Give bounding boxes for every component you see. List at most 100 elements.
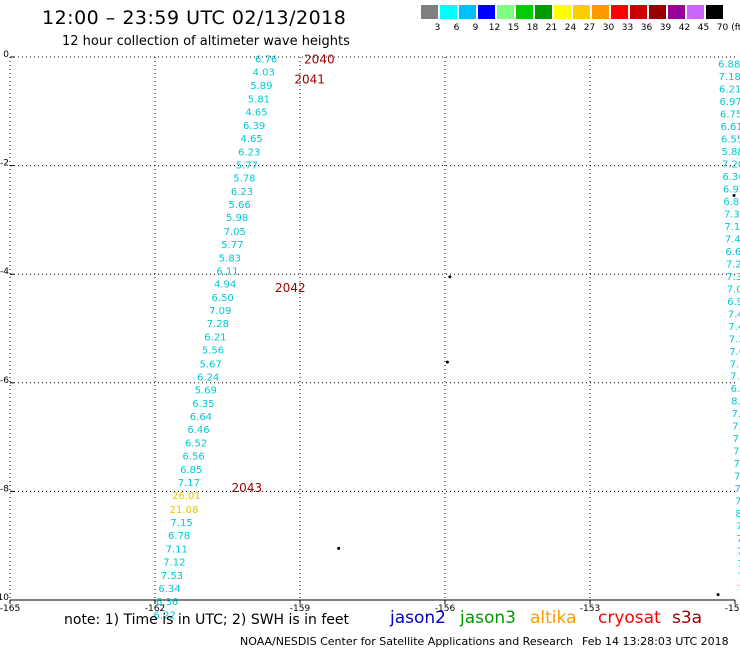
wave-height-label: 7.37 [724,209,740,220]
legend-swatch [459,5,476,19]
x-tick-label: -156 [435,604,456,614]
island-marker [732,193,736,197]
y-tick-label: -8 [0,484,9,494]
legend-label: 12 [488,23,501,33]
units-note: note: 1) Time is in UTC; 2) SWH is in fe… [64,612,350,628]
wave-height-label: 6.67 [725,247,740,258]
wave-height-label: 7.18 [719,72,740,83]
wave-height-label: 6.35 [192,399,214,410]
wave-height-label: 6.95 [727,297,740,308]
wave-height-label: 7.60 [729,347,740,358]
wave-height-label: 4.65 [245,107,267,118]
wave-height-label: 7.22 [738,572,740,583]
island-marker [337,546,341,550]
legend-unit: (ft) [731,23,740,33]
wave-height-label: 26.01 [172,491,201,502]
wave-height-label: 7.36 [729,334,740,345]
legend-label: 70 [716,23,729,33]
legend-swatch [421,5,438,19]
y-tick-label: -2 [0,159,9,169]
wave-height-label: 7.54 [736,522,740,533]
legend-swatch [668,5,685,19]
wave-height-label: 6.21 [204,333,226,344]
wave-height-label: 6.85 [731,384,740,395]
legend-label: 39 [659,23,672,33]
wave-height-label: 6.24 [197,372,219,383]
wave-height-label: 6.92 [723,184,740,195]
wave-height-label: 7.74 [738,584,740,595]
wave-height-label: 21.08 [170,505,199,516]
wave-height-label: 8.11 [735,509,740,520]
wave-height-label: 7.86 [735,497,740,508]
pass-time-label: 2043 [232,481,263,495]
wave-height-label: 4.65 [241,134,263,145]
legend-label: 24 [564,23,577,33]
legend-label: 42 [678,23,691,33]
wave-height-label: 7.39 [726,272,740,283]
wave-height-label: 6.56 [183,452,205,463]
legend-swatch [554,5,571,19]
wave-height-label: 7.88 [733,447,740,458]
wave-height-label: 5.88 [721,147,740,158]
pass-time-label: 2042 [275,281,306,295]
legend-swatch [573,5,590,19]
legend-swatch [440,5,457,19]
page-subtitle: 12 hour collection of altimeter wave hei… [62,34,350,49]
wave-height-label: 5.66 [228,200,250,211]
legend-swatch [706,5,723,19]
wave-height-label: 6.36 [722,172,740,183]
legend-label: 27 [583,23,596,33]
wave-height-label: 7.03 [727,284,740,295]
x-tick-label: -153 [580,604,600,614]
wave-height-label: 6.22 [154,611,176,622]
wave-height-label: 6.76 [255,55,277,66]
legend-swatch [535,5,552,19]
wave-height-label: 7.47 [725,234,740,245]
wave-height-label: 6.11 [216,266,238,277]
satellite-cryosat: cryosat [598,608,661,628]
wave-height-label: 6.21 [719,84,740,95]
x-tick-label: -159 [290,604,311,614]
legend-swatch [592,5,609,19]
island-marker [445,360,449,364]
y-tick-label: -4 [0,267,9,277]
x-tick-label: -165 [0,604,20,614]
satellite-altika: altika [530,608,577,628]
wave-height-label: 7.35 [732,409,740,420]
legend-swatch [630,5,647,19]
legend-label: 21 [545,23,558,33]
wave-height-label: 6.85 [180,465,202,476]
legend-label: 3 [434,23,441,33]
legend-label: 18 [526,23,539,33]
wave-height-label: 6.46 [187,425,209,436]
legend-label: 33 [621,23,634,33]
wave-height-label: 7.43 [736,534,740,545]
wave-height-label: 7.12 [163,557,185,568]
wave-height-label: 5.89 [250,81,272,92]
wave-height-label: 7.56 [734,459,740,470]
wave-height-label: 6.23 [238,147,260,158]
wave-height-label: 6.34 [158,584,180,595]
legend-swatch [497,5,514,19]
satellite-jason2: jason2 [390,608,446,628]
page-title: 12:00 – 23:59 UTC 02/13/2018 [42,7,347,29]
wave-height-label: 7.47 [728,322,740,333]
y-tick-label: 0 [3,50,9,60]
wave-height-label: 7.11 [166,544,188,555]
wave-height-label: 7.09 [209,306,231,317]
wave-height-label: 7.53 [161,571,183,582]
wave-height-label: 6.55 [721,134,740,145]
x-tick-label: -150 [725,604,740,614]
legend-swatch [478,5,495,19]
wave-height-label: 5.81 [248,94,270,105]
wave-height-label: 5.67 [199,359,221,370]
wave-height-label: 4.03 [253,68,275,79]
legend-label: 6 [453,23,460,33]
wave-height-label: 7.80 [735,484,740,495]
wave-height-label: 7.21 [734,472,740,483]
wave-height-label: 6.39 [243,121,265,132]
wave-height-label: 7.28 [207,319,229,330]
wave-height-label: 7.70 [732,422,740,433]
generated-timestamp: Feb 14 13:28:03 UTC 2018 [582,635,729,648]
